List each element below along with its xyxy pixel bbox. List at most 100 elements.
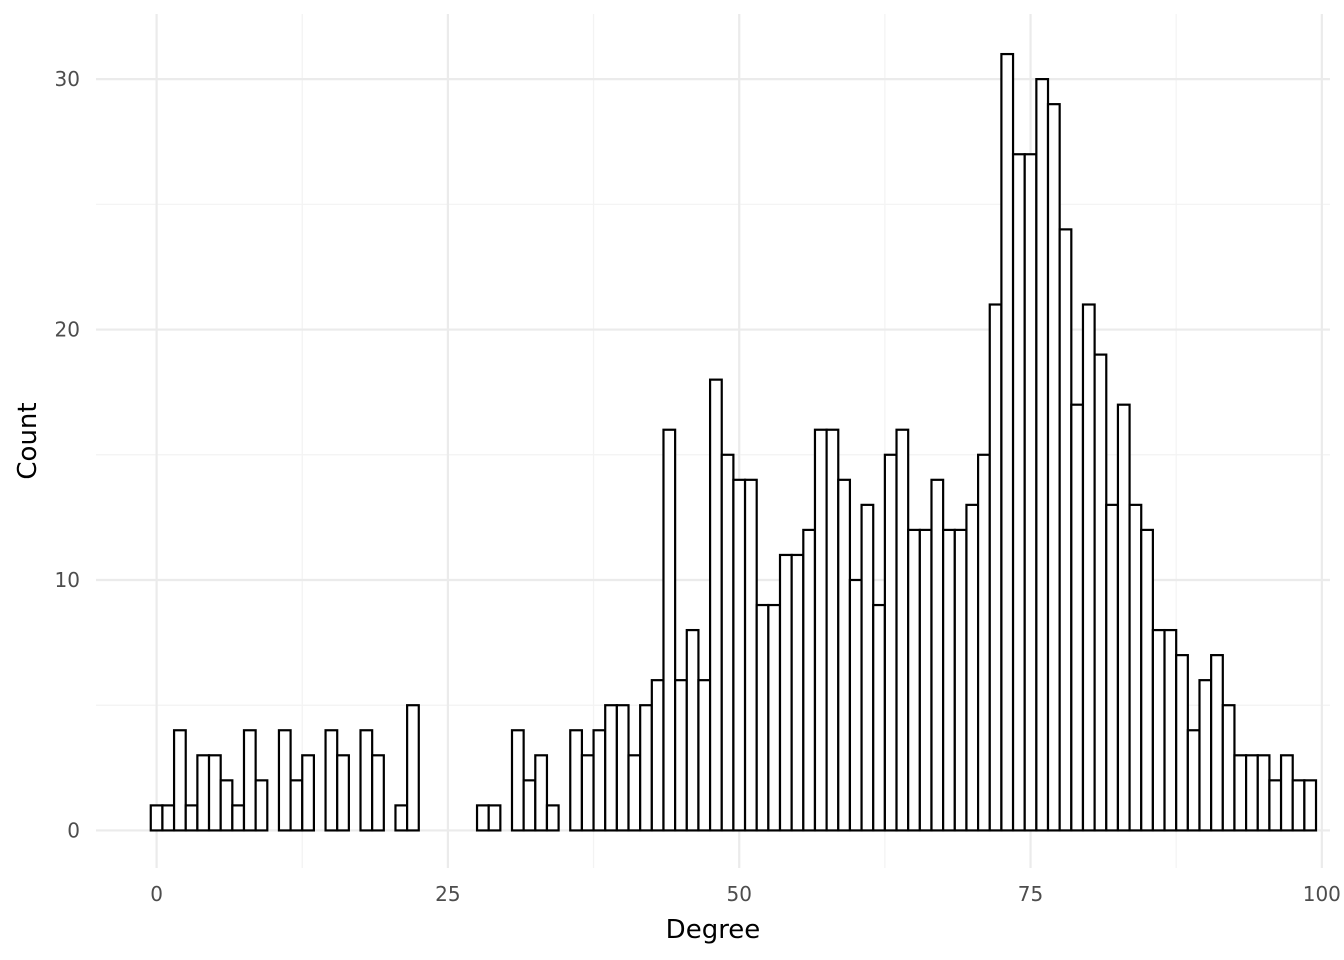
histogram-bar: [1070, 403, 1085, 832]
histogram-bar: [1291, 779, 1306, 832]
histogram-bar: [359, 729, 374, 832]
histogram-bar: [1186, 729, 1201, 832]
histogram-bar: [790, 553, 805, 832]
histogram-bar: [907, 528, 921, 832]
histogram-bar: [1105, 503, 1120, 832]
histogram-bar: [277, 729, 292, 832]
x-tick-label: 100: [1303, 882, 1341, 906]
y-tick-label: 0: [67, 818, 80, 842]
histogram-bar: [674, 679, 688, 832]
histogram-bar: [755, 603, 770, 832]
histogram-bar: [743, 478, 758, 832]
histogram-bar: [697, 679, 712, 832]
y-axis-tick-labels: 0 10 20 30: [55, 67, 80, 842]
x-axis-title: Degree: [666, 915, 761, 945]
y-axis-title: Count: [13, 402, 43, 479]
histogram-bar: [1000, 52, 1015, 832]
y-tick-label: 10: [55, 568, 80, 592]
x-axis-tick-labels: 0 25 50 75 100: [150, 882, 1341, 906]
histogram-bar: [161, 804, 176, 832]
histogram-bar: [592, 729, 607, 832]
histogram-bar: [1198, 679, 1213, 832]
x-tick-label: 50: [726, 882, 751, 906]
histogram-bar: [1175, 654, 1189, 832]
histogram-bar: [1035, 78, 1050, 832]
histogram-bar: [895, 428, 910, 832]
histogram-bar: [837, 478, 852, 832]
histogram-bar: [219, 779, 234, 832]
histogram-bar: [371, 754, 385, 832]
x-tick-label: 0: [150, 882, 163, 906]
histogram-bar: [965, 503, 980, 832]
histogram-bar: [627, 754, 642, 832]
histogram-bar: [942, 528, 956, 832]
histogram-bar: [510, 729, 525, 832]
histogram-bar: [289, 779, 304, 832]
histogram-bar: [1163, 628, 1178, 832]
histogram-bar: [1058, 228, 1073, 832]
histogram-bar: [1256, 754, 1271, 832]
histogram-bar: [1221, 704, 1236, 832]
histogram-bar: [545, 804, 560, 832]
histogram-bar: [324, 729, 339, 832]
histogram-bar: [475, 804, 490, 832]
histogram-bar: [1011, 153, 1026, 832]
histogram-bar: [394, 804, 409, 832]
histogram-bar: [650, 679, 665, 832]
histogram-bar: [580, 754, 595, 832]
histogram-bar: [872, 603, 886, 832]
histogram-bar: [1081, 303, 1096, 832]
histogram-bar: [569, 729, 584, 832]
histogram-bar: [534, 754, 549, 832]
histogram-bar: [1303, 779, 1318, 832]
histogram-bar: [639, 704, 653, 832]
histogram-bar: [196, 754, 211, 832]
histogram-bar: [708, 378, 723, 832]
histogram-bar: [1046, 103, 1061, 832]
y-tick-label: 20: [55, 318, 80, 342]
histogram-bar: [802, 528, 817, 832]
histogram-bar: [930, 478, 945, 832]
histogram-bar: [1233, 754, 1248, 832]
histogram-bar: [1279, 754, 1294, 832]
histogram-bar: [254, 779, 269, 832]
histogram-bar: [615, 704, 630, 832]
histogram-bar: [825, 428, 840, 832]
histogram-bar: [487, 804, 502, 832]
histogram-bar: [813, 428, 828, 832]
histogram-bar: [242, 729, 257, 832]
histogram-bar: [1023, 153, 1038, 832]
histogram-bar: [1210, 654, 1224, 832]
histogram-bar: [720, 453, 735, 832]
histogram-bar: [336, 754, 350, 832]
histogram-bar: [1151, 628, 1166, 832]
histogram-bar: [976, 453, 991, 832]
histogram-bar: [604, 704, 618, 832]
histogram-bar: [883, 453, 898, 832]
histogram-bar: [172, 729, 187, 832]
histogram-bar: [767, 603, 782, 832]
y-tick-label: 30: [55, 67, 80, 91]
histogram-bar: [522, 779, 537, 832]
histogram-bar: [685, 628, 700, 832]
histogram-bars: [149, 52, 1318, 832]
histogram-bar: [301, 754, 316, 832]
x-tick-label: 75: [1018, 882, 1043, 906]
histogram-bar: [184, 804, 199, 832]
histogram-bar: [1116, 403, 1131, 832]
histogram-bar: [953, 528, 968, 832]
histogram-bar: [1128, 503, 1143, 832]
x-tick-label: 25: [435, 882, 460, 906]
histogram-bar: [1268, 779, 1283, 832]
histogram-bar: [860, 503, 875, 832]
histogram-bar: [1245, 754, 1259, 832]
histogram-bar: [149, 804, 164, 832]
histogram-bar: [732, 478, 747, 832]
histogram-bar: [918, 528, 933, 832]
histogram-bar: [1140, 528, 1154, 832]
histogram-bar: [988, 303, 1003, 832]
histogram-bar: [778, 553, 793, 832]
histogram-bar: [848, 578, 863, 832]
histogram-bar: [207, 754, 222, 832]
